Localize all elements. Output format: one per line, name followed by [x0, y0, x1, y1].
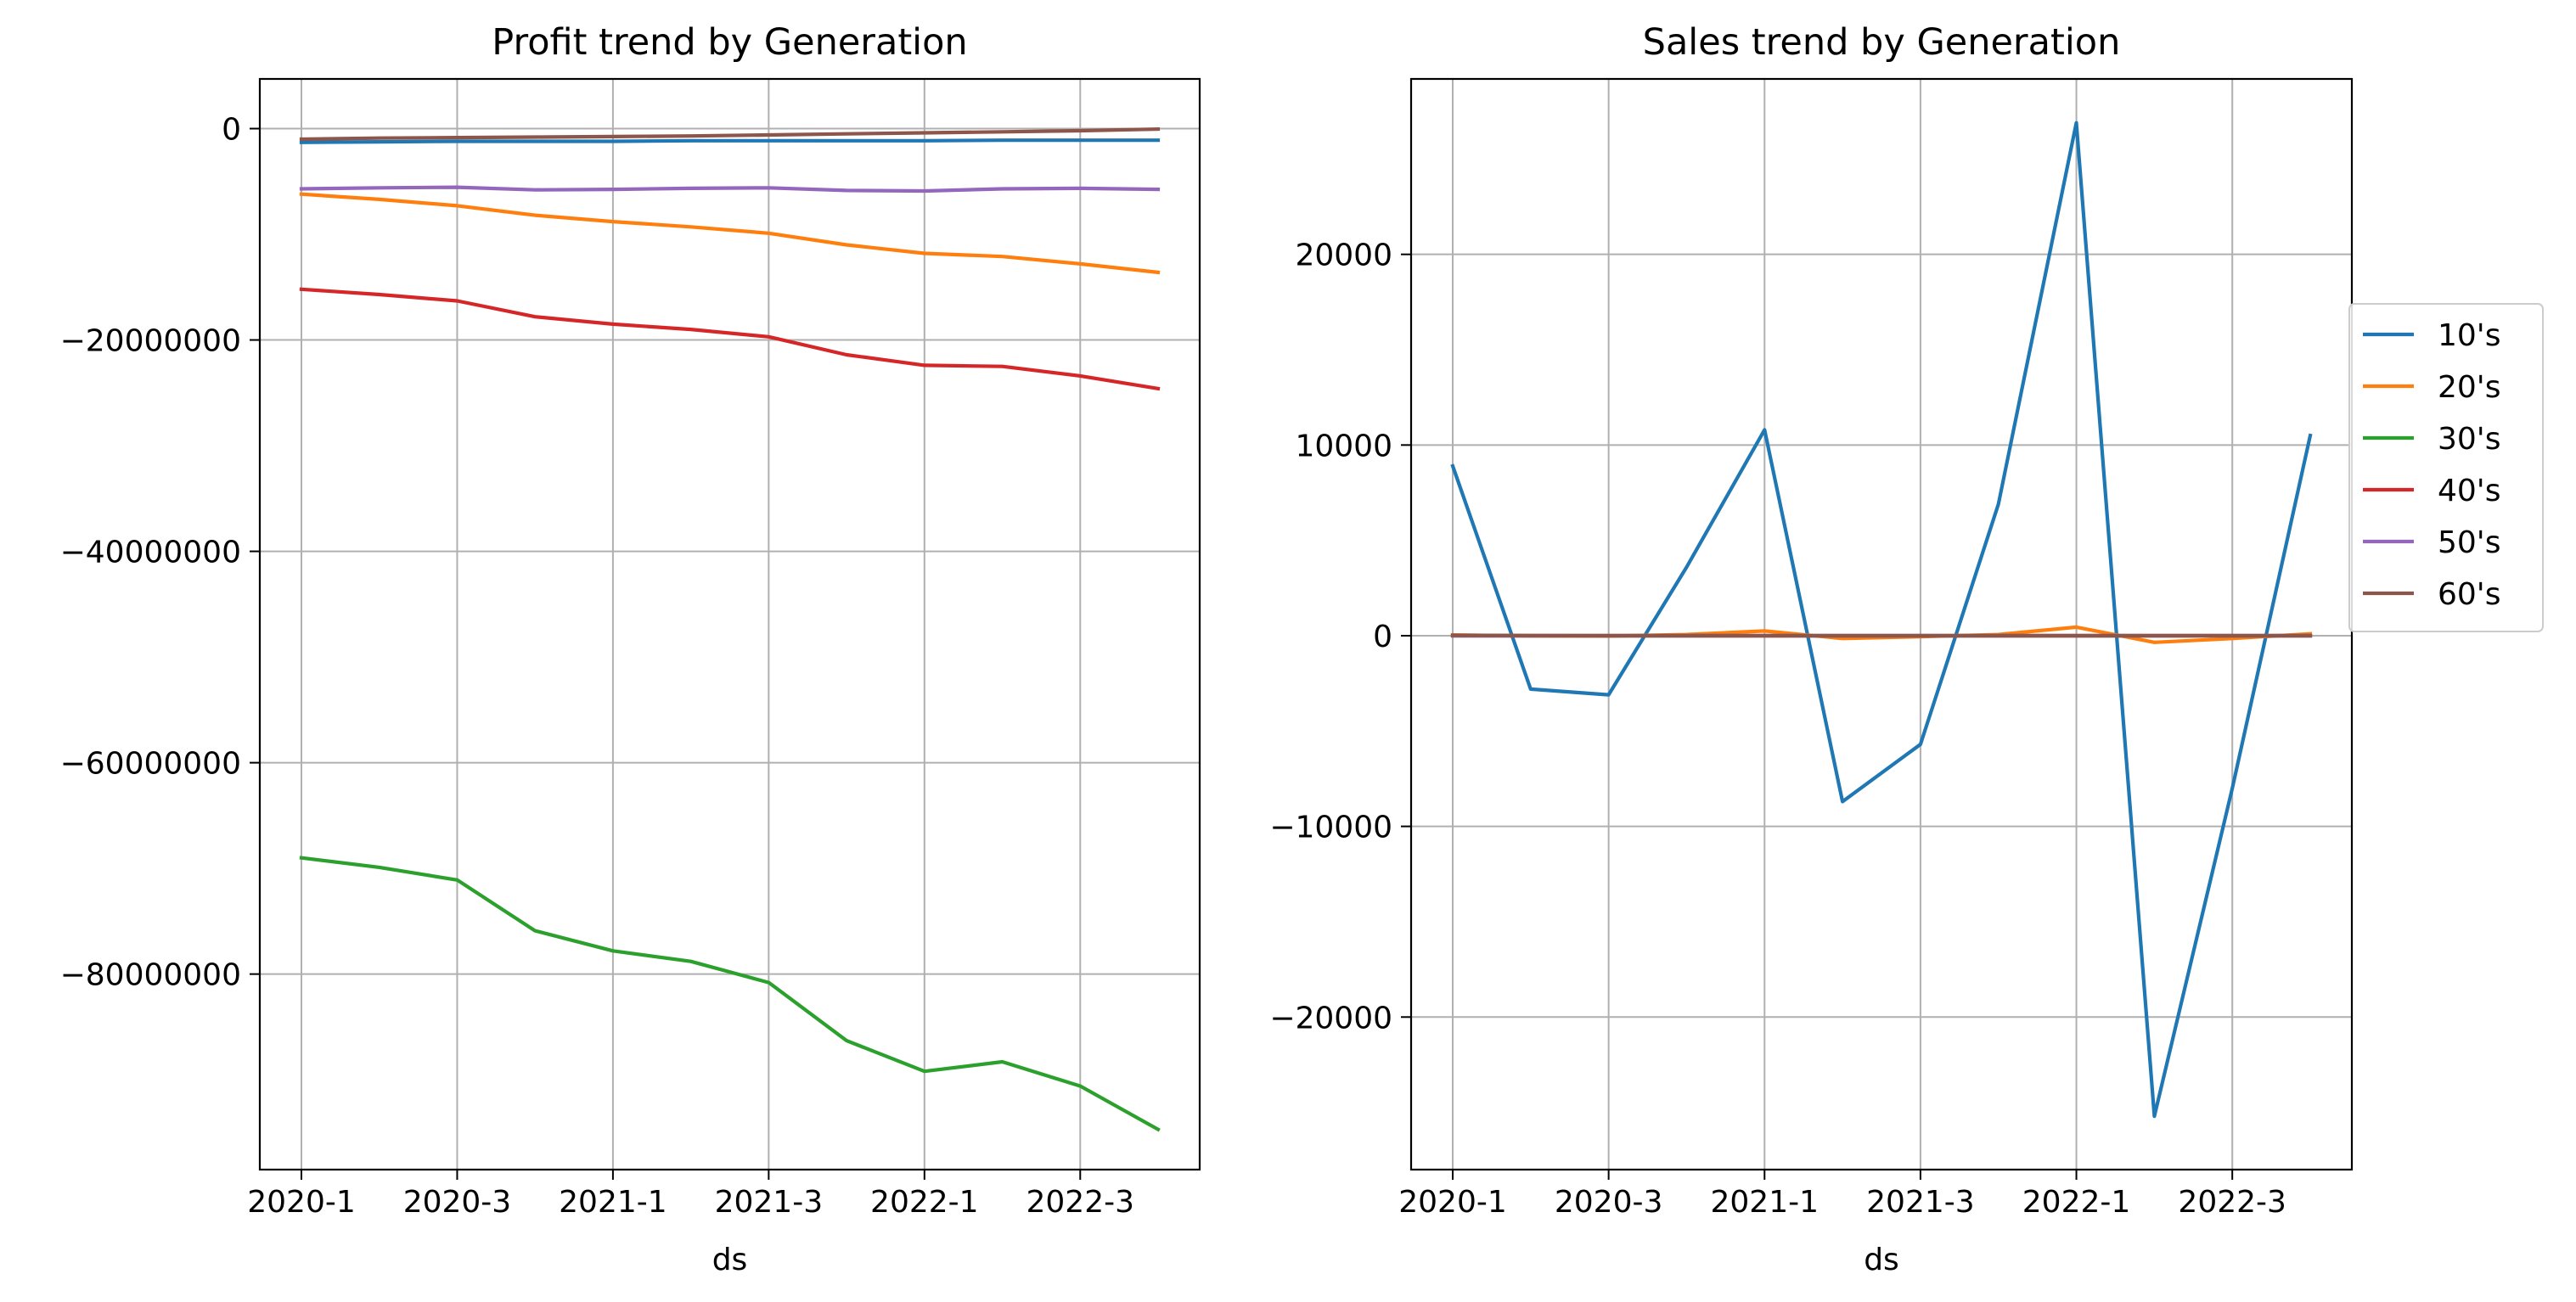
profit-x-tick-label: 2020-3: [403, 1185, 512, 1220]
legend-label-6: 60's: [2438, 577, 2500, 612]
legend-label-3: 30's: [2438, 422, 2500, 457]
profit-series-line-1: [299, 138, 1161, 144]
sales-y-tick-label: 10000: [1295, 429, 1392, 463]
sales-x-tick-label: 2020-3: [1555, 1185, 1663, 1220]
sales-x-tick-label: 2021-1: [1711, 1185, 1820, 1220]
profit-grid: [260, 79, 1200, 1170]
sales-x-tick-label: 2020-1: [1398, 1185, 1507, 1220]
sales-grid: [1411, 79, 2352, 1170]
sales-y-tick-label: −10000: [1269, 811, 1392, 845]
legend-label-2: 20's: [2438, 370, 2500, 405]
profit-series: [299, 126, 1161, 1132]
profit-x-tick-label: 2021-3: [715, 1185, 824, 1220]
legend-label-5: 50's: [2438, 525, 2500, 560]
profit-series-line-5: [299, 185, 1161, 194]
sales-x-tick-label: 2021-3: [1866, 1185, 1975, 1220]
profit-series-line-6: [299, 126, 1161, 142]
profit-x-tick-label: 2022-1: [870, 1185, 979, 1220]
sales-series: [1450, 121, 2313, 1119]
sales-series-line-6: [1450, 633, 2313, 638]
profit-series-line-3: [299, 856, 1161, 1132]
profit-series-line-4: [299, 287, 1161, 391]
profit-chart: 2020-1 2020-3 2021-1 2021-3 2022-1 2022-3 0 −20…: [60, 21, 1201, 1277]
profit-series-line-2: [299, 192, 1161, 275]
sales-chart-title: Sales trend by Generation: [1643, 21, 2121, 64]
profit-chart-title: Profit trend by Generation: [492, 21, 967, 64]
sales-x-axis-label: ds: [1864, 1243, 1899, 1277]
profit-y-tick-label: 0: [222, 113, 241, 148]
legend: 10's 20's 30's 40's 50's 60's: [2348, 303, 2544, 632]
legend-label-1: 10's: [2438, 318, 2500, 353]
sales-x-tick-label: 2022-3: [2178, 1185, 2286, 1220]
sales-y-tick-label: 20000: [1295, 239, 1392, 273]
legend-label-4: 40's: [2438, 474, 2500, 508]
sales-y-tick-label: 0: [1373, 620, 1392, 654]
profit-x-axis-label: ds: [712, 1243, 748, 1277]
profit-ticks: 2020-1 2020-3 2021-1 2021-3 2022-1 2022-3 0 −20…: [60, 113, 1134, 1220]
profit-y-tick-label: −80000000: [60, 958, 241, 993]
sales-series-line-1: [1450, 121, 2313, 1119]
profit-axes-frame: [258, 77, 1201, 1171]
sales-ticks: 2020-1 2020-3 2021-1 2021-3 2022-1 2022-3 2000…: [1269, 239, 2286, 1220]
profit-x-tick-label: 2021-1: [559, 1185, 667, 1220]
sales-x-tick-label: 2022-1: [2022, 1185, 2131, 1220]
profit-y-tick-label: −20000000: [60, 324, 241, 359]
profit-x-tick-label: 2020-1: [247, 1185, 356, 1220]
sales-y-tick-label: −20000: [1269, 1001, 1392, 1035]
sales-chart: 2020-1 2020-3 2021-1 2021-3 2022-1 2022-3 2000…: [1269, 21, 2354, 1277]
profit-x-tick-label: 2022-3: [1026, 1185, 1135, 1220]
profit-y-tick-label: −60000000: [60, 747, 241, 782]
profit-y-tick-label: −40000000: [60, 536, 241, 570]
